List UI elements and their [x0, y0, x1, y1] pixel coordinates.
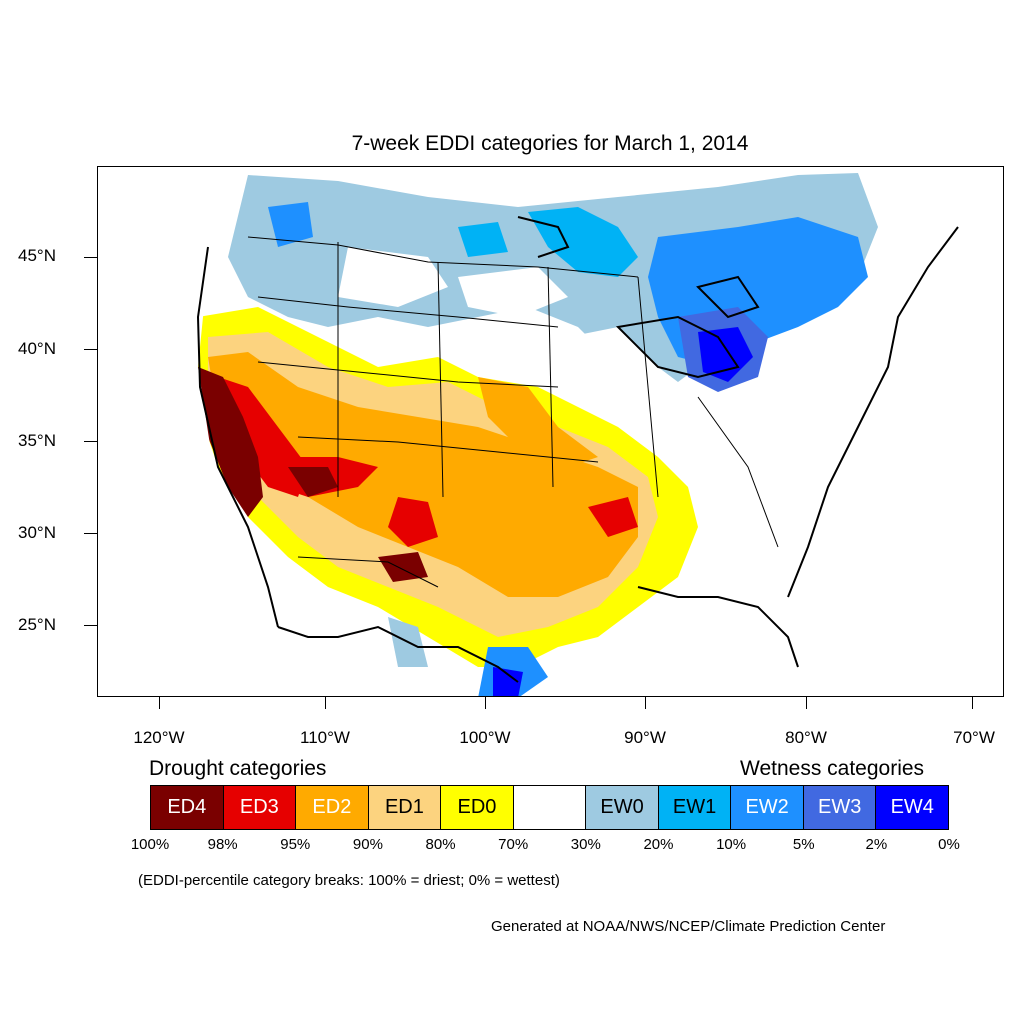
- ocean-mask: [98, 167, 1003, 696]
- category-note: (EDDI-percentile category breaks: 100% =…: [138, 872, 560, 889]
- lon-tick-100: [485, 697, 486, 709]
- percentile-label: 0%: [938, 836, 960, 853]
- percentile-label: 2%: [865, 836, 888, 853]
- lat-tick-30: [84, 533, 97, 534]
- percentile-label: 80%: [425, 836, 456, 853]
- legend-box-neutral: [513, 786, 587, 829]
- percentile-label: 95%: [280, 836, 311, 853]
- lon-label-110: 110°W: [300, 728, 350, 747]
- percentile-label: 5%: [792, 836, 815, 853]
- legend-box-ew4: EW4: [876, 786, 949, 829]
- wetness-heading: Wetness categories: [740, 757, 925, 780]
- percentile-label: 100%: [130, 836, 170, 853]
- legend-box-ew3: EW3: [803, 786, 877, 829]
- credit-text: Generated at NOAA/NWS/NCEP/Climate Predi…: [491, 918, 886, 935]
- lat-label-35: 35°N: [18, 431, 56, 450]
- lon-label-80: 80°W: [785, 728, 827, 747]
- lat-label-45: 45°N: [18, 246, 56, 265]
- percentile-label: 30%: [570, 836, 601, 853]
- boundaries: [247, 236, 779, 588]
- percentile-label: 10%: [716, 836, 747, 853]
- legend-box-ed4: ED4: [151, 786, 224, 829]
- percentile-label: 20%: [643, 836, 674, 853]
- lat-label-30: 30°N: [18, 523, 56, 542]
- coastlines: [196, 216, 959, 683]
- legend-box-ed3: ED3: [223, 786, 297, 829]
- percentile-label: 90%: [352, 836, 383, 853]
- legend-box-ew0: EW0: [586, 786, 659, 829]
- legend-box-ew1: EW1: [658, 786, 732, 829]
- drought-heading: Drought categories: [149, 757, 327, 780]
- lon-tick-120: [159, 697, 160, 709]
- legend-box-ed2: ED2: [296, 786, 369, 829]
- lon-label-120: 120°W: [133, 728, 185, 747]
- lon-label-90: 90°W: [624, 728, 666, 747]
- eddi-map: [98, 167, 1003, 696]
- percentile-label: 70%: [498, 836, 529, 853]
- percentile-label: 98%: [207, 836, 238, 853]
- map-title: 7-week EDDI categories for March 1, 2014: [351, 132, 749, 155]
- lon-tick-110: [325, 697, 326, 709]
- lat-tick-45: [84, 257, 97, 258]
- legend-box-ed0: ED0: [441, 786, 514, 829]
- map-panel: [97, 166, 1004, 697]
- lat-tick-35: [84, 441, 97, 442]
- lat-tick-25: [84, 625, 97, 626]
- lon-tick-90: [645, 697, 646, 709]
- legend-box-ed1: ED1: [368, 786, 442, 829]
- drought-regions: [198, 307, 698, 667]
- lon-label-70: 70°W: [953, 728, 995, 747]
- category-legend: ED4 ED3 ED2 ED1 ED0 EW0 EW1 EW2 EW3 EW4: [150, 785, 949, 830]
- lon-tick-70: [972, 697, 973, 709]
- wetness-regions: [228, 173, 878, 587]
- lat-tick-40: [84, 349, 97, 350]
- lon-tick-80: [806, 697, 807, 709]
- lat-label-40: 40°N: [18, 339, 56, 358]
- lon-label-100: 100°W: [459, 728, 511, 747]
- lat-label-25: 25°N: [18, 615, 56, 634]
- legend-box-ew2: EW2: [731, 786, 804, 829]
